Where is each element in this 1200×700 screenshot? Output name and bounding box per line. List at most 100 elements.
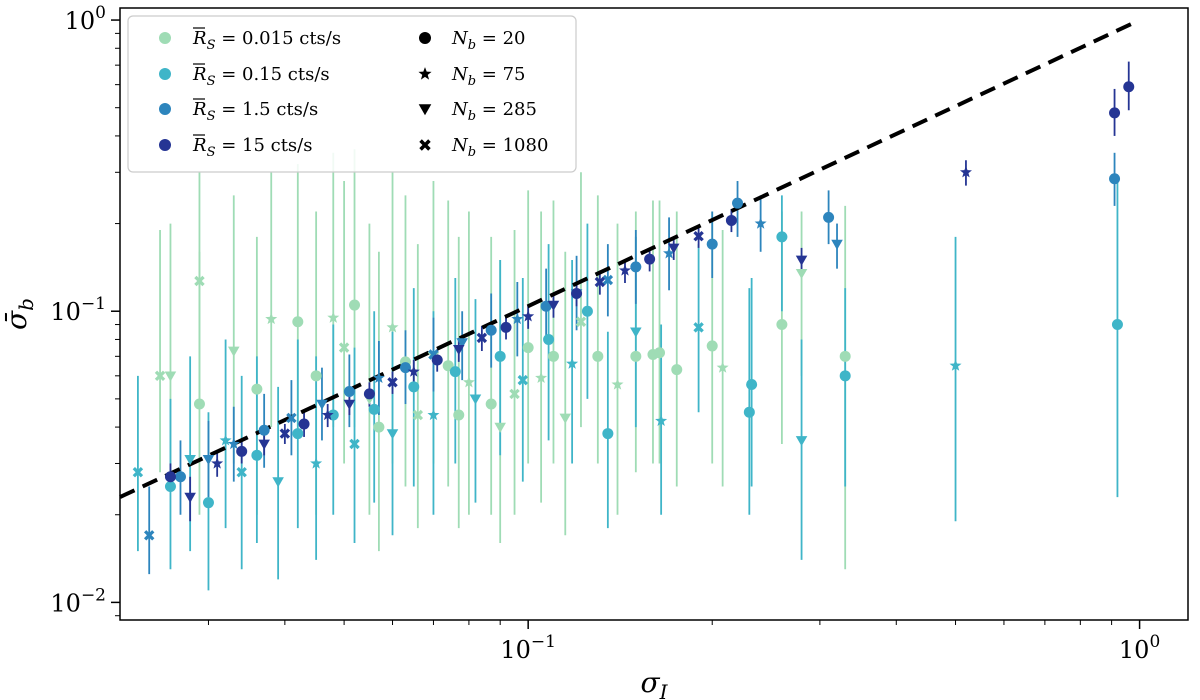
data-point-triangle-marker	[469, 394, 482, 405]
legend-label: Nb = 20	[451, 28, 526, 53]
data-point-x-marker	[236, 466, 247, 478]
data-point-circle-marker	[776, 319, 788, 331]
data-point-star-marker	[386, 321, 399, 333]
data-point-star-marker	[372, 371, 385, 384]
tick-labels: 10−1 100 10−2 10−1 100	[50, 3, 1160, 664]
data-point-triangle-marker	[258, 439, 270, 450]
error-bars-series-1	[137, 181, 1119, 591]
data-point-star-marker	[535, 371, 548, 384]
data-point-circle-marker	[823, 211, 835, 223]
data-point-circle-marker	[236, 445, 248, 457]
legend-entry-rate	[159, 139, 171, 151]
data-point-circle-marker	[164, 471, 176, 483]
data-point-circle-marker	[602, 428, 614, 440]
data-point-x-marker	[154, 370, 166, 382]
data-point-circle-marker	[368, 403, 380, 415]
data-point-triangle-marker	[164, 371, 177, 382]
data-point-circle-marker	[592, 350, 604, 362]
data-point-triangle-marker	[184, 492, 196, 503]
data-point-circle-marker	[258, 424, 270, 436]
legend-circle-marker	[159, 139, 171, 151]
marker-layer	[132, 81, 1135, 541]
data-point-circle-marker	[343, 386, 355, 398]
data-point-circle-marker	[500, 321, 512, 333]
data-point-star-marker	[310, 457, 323, 469]
data-point-triangle-marker	[343, 399, 356, 410]
legend-triangle-marker	[418, 104, 432, 116]
data-point-circle-marker	[373, 421, 385, 433]
data-point-circle-marker	[1109, 173, 1121, 185]
legend-label: Nb = 285	[451, 99, 537, 124]
data-point-star-marker	[663, 247, 676, 259]
data-point-star-marker	[219, 434, 232, 446]
y-tick-label: 100	[65, 3, 106, 35]
y-tick-label: 10−2	[50, 585, 106, 617]
data-point-circle-marker	[485, 324, 497, 336]
data-point-circle-marker	[776, 231, 788, 243]
data-point-circle-marker	[363, 388, 375, 400]
data-point-circle-marker	[449, 366, 461, 378]
data-point-circle-marker	[485, 398, 497, 410]
data-point-circle-marker	[630, 261, 642, 273]
data-point-circle-marker	[298, 418, 310, 430]
data-point-circle-marker	[494, 350, 506, 362]
legend-entry-bins	[418, 104, 432, 116]
data-point-circle-marker	[310, 370, 322, 382]
data-point-x-marker	[194, 275, 205, 287]
data-point-circle-marker	[202, 497, 214, 509]
data-point-circle-marker	[1109, 107, 1121, 119]
data-point-x-marker	[517, 374, 529, 386]
data-point-circle-marker	[839, 370, 851, 382]
legend-entry-bins	[418, 67, 432, 80]
legend-entry-bins	[419, 139, 431, 151]
data-point-x-marker	[509, 388, 520, 400]
data-point-star-marker	[427, 408, 440, 421]
legend-circle-marker	[159, 32, 171, 44]
data-point-star-marker	[566, 357, 579, 369]
legend-circle-marker	[159, 103, 171, 115]
data-point-x-marker	[387, 377, 398, 388]
data-point-circle-marker	[732, 197, 744, 209]
data-point-circle-marker	[743, 406, 755, 418]
legend-label: Nb = 1080	[451, 135, 548, 160]
data-point-triangle-marker	[494, 422, 506, 433]
data-point-triangle-marker	[452, 344, 465, 356]
data-point-star-marker	[959, 165, 972, 178]
data-point-x-marker	[279, 428, 291, 439]
data-point-x-marker	[412, 409, 424, 421]
data-point-triangle-marker	[795, 255, 808, 266]
data-series-0	[154, 268, 851, 433]
data-point-triangle-marker	[630, 327, 642, 338]
data-point-star-marker	[265, 312, 278, 325]
data-point-circle-marker	[292, 316, 304, 328]
data-point-circle-marker	[164, 481, 176, 493]
data-point-circle-marker	[706, 238, 718, 250]
data-point-circle-marker	[706, 340, 718, 352]
legend-circle-marker	[159, 68, 171, 80]
data-point-triangle-marker	[831, 239, 843, 250]
data-point-circle-marker	[251, 449, 263, 461]
data-point-star-marker	[321, 408, 334, 421]
data-point-star-marker	[655, 414, 668, 427]
legend-label: RS = 0.015 cts/s	[192, 28, 341, 53]
data-point-circle-marker	[408, 381, 420, 393]
data-point-star-marker	[327, 311, 340, 323]
legend-entry-rate	[159, 68, 171, 80]
data-point-star-marker	[611, 378, 624, 390]
data-point-circle-marker	[571, 288, 583, 300]
data-point-star-marker	[522, 310, 535, 322]
data-point-circle-marker	[725, 214, 737, 226]
legend-entry-rate	[159, 103, 171, 115]
data-point-circle-marker	[547, 350, 559, 362]
data-point-star-marker	[511, 312, 524, 325]
data-point-x-marker	[286, 412, 297, 424]
x-tick-label: 10−1	[500, 632, 556, 664]
legend-x-marker	[419, 139, 431, 151]
data-point-triangle-marker	[547, 300, 560, 311]
data-point-circle-marker	[746, 379, 758, 391]
y-axis-label: σ̄b	[0, 298, 38, 330]
data-point-circle-marker	[174, 471, 186, 483]
x-tick-label: 100	[1119, 632, 1160, 664]
data-point-circle-marker	[431, 354, 443, 366]
data-point-circle-marker	[292, 428, 304, 440]
